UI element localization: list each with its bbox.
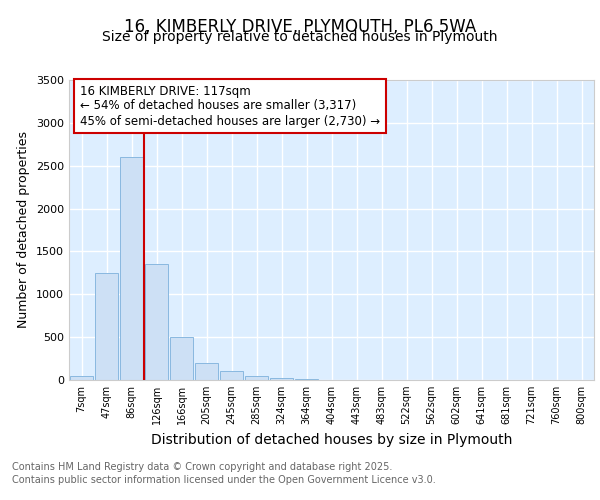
- Bar: [145, 264, 168, 380]
- Text: Size of property relative to detached houses in Plymouth: Size of property relative to detached ho…: [102, 30, 498, 44]
- Text: 16, KIMBERLY DRIVE, PLYMOUTH, PL6 5WA: 16, KIMBERLY DRIVE, PLYMOUTH, PL6 5WA: [124, 18, 476, 36]
- Y-axis label: Number of detached properties: Number of detached properties: [17, 132, 31, 328]
- Bar: [220, 370, 243, 380]
- Text: Contains public sector information licensed under the Open Government Licence v3: Contains public sector information licen…: [12, 475, 436, 485]
- Bar: [195, 363, 218, 380]
- Text: 16 KIMBERLY DRIVE: 117sqm
← 54% of detached houses are smaller (3,317)
45% of se: 16 KIMBERLY DRIVE: 117sqm ← 54% of detac…: [79, 84, 380, 128]
- X-axis label: Distribution of detached houses by size in Plymouth: Distribution of detached houses by size …: [151, 432, 512, 446]
- Text: Contains HM Land Registry data © Crown copyright and database right 2025.: Contains HM Land Registry data © Crown c…: [12, 462, 392, 472]
- Bar: [295, 379, 318, 380]
- Bar: [95, 273, 118, 380]
- Bar: [245, 376, 268, 380]
- Bar: [170, 337, 193, 380]
- Bar: [120, 157, 143, 380]
- Bar: [70, 376, 93, 380]
- Bar: [270, 378, 293, 380]
